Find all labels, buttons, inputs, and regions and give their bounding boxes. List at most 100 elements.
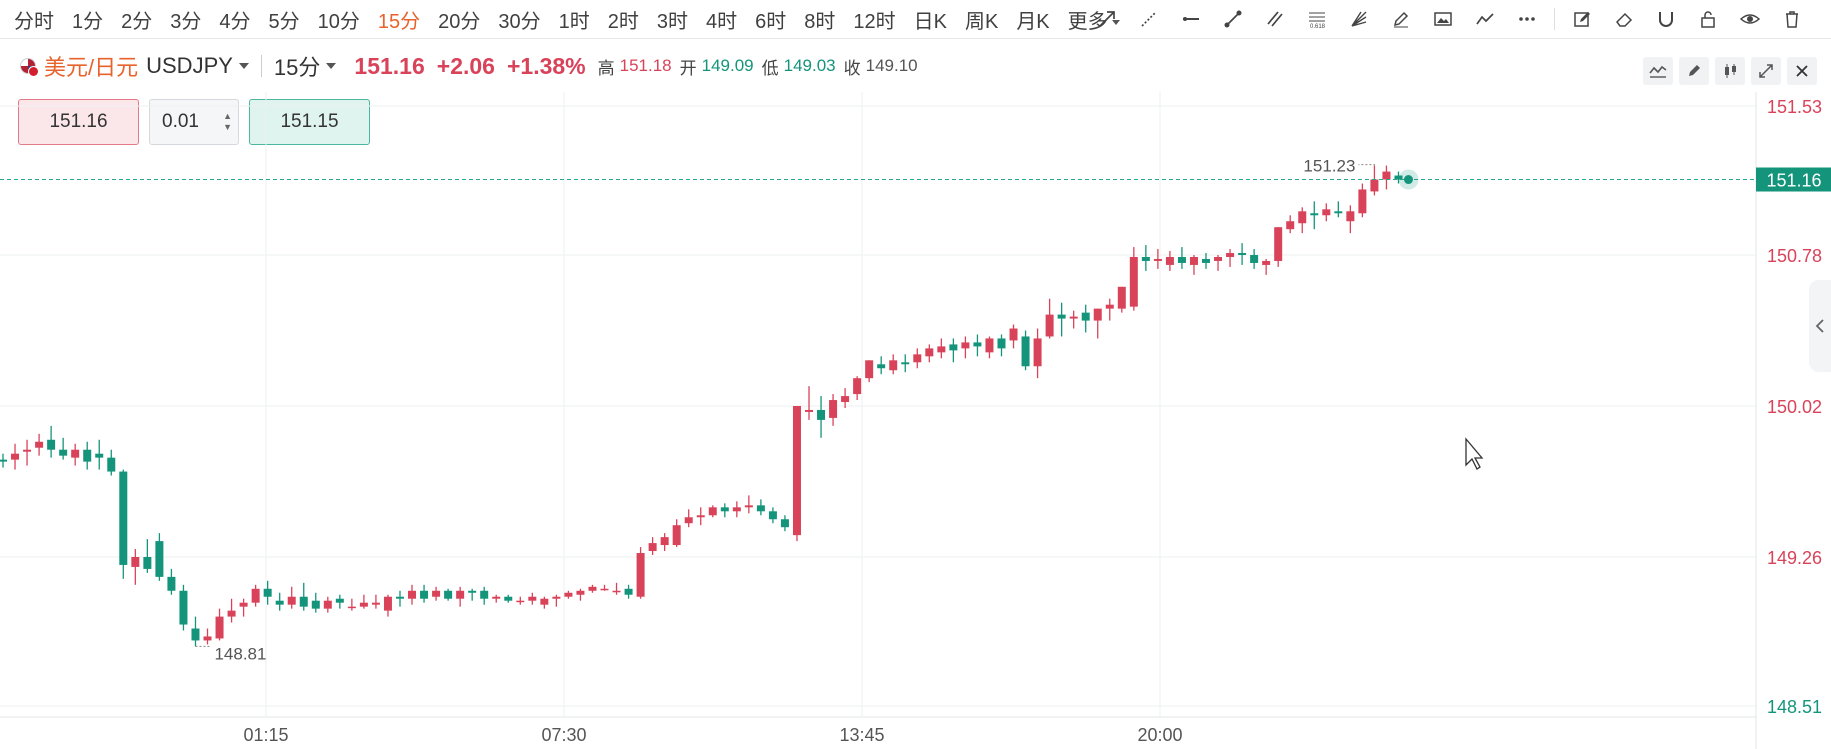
brush-icon[interactable] xyxy=(1380,4,1422,34)
candle-body xyxy=(1069,316,1078,319)
chevron-left-icon[interactable] xyxy=(1815,318,1825,334)
lock-icon[interactable] xyxy=(1687,4,1729,34)
sell-button[interactable]: 151.16 xyxy=(18,99,139,145)
period-tab-4[interactable]: 4分 xyxy=(219,10,251,33)
period-tab-20[interactable]: 更多 xyxy=(1068,5,1120,34)
candle-body xyxy=(1250,255,1259,263)
period-tab-0[interactable]: 分时 xyxy=(14,10,54,33)
candle-body xyxy=(1153,258,1162,261)
period-tab-12[interactable]: 3时 xyxy=(656,10,688,33)
image-icon[interactable] xyxy=(1422,4,1464,34)
mouse-cursor-icon xyxy=(1465,437,1484,470)
current-price-label: 151.16 xyxy=(1766,171,1821,191)
y-tick-label: 150.78 xyxy=(1767,246,1822,266)
segment-icon[interactable] xyxy=(1212,4,1254,34)
period-tab-11[interactable]: 2时 xyxy=(607,10,639,33)
candle-body xyxy=(275,600,284,605)
candle-body xyxy=(588,586,597,591)
candle-body xyxy=(35,441,44,448)
x-tick-label: 20:00 xyxy=(1137,725,1182,745)
candle-body xyxy=(732,507,741,512)
dashed-ray-icon[interactable] xyxy=(1128,4,1170,34)
buy-button[interactable]: 151.15 xyxy=(249,99,370,145)
pencil-icon[interactable] xyxy=(1679,57,1709,85)
max-marker-line xyxy=(1358,164,1375,166)
polyline-icon[interactable] xyxy=(1464,4,1506,34)
period-tab-1[interactable]: 1分 xyxy=(72,10,104,33)
period-tab-19[interactable]: 月K xyxy=(1016,10,1050,33)
candle-body xyxy=(937,346,946,353)
candle-body xyxy=(444,590,453,599)
candle-body xyxy=(359,602,368,607)
period-tab-3[interactable]: 3分 xyxy=(170,10,202,33)
candle-body xyxy=(155,541,164,577)
more-dots-icon[interactable] xyxy=(1506,4,1548,34)
eraser-icon[interactable] xyxy=(1603,4,1645,34)
candle-body xyxy=(1057,314,1066,319)
period-tab-18[interactable]: 周K xyxy=(964,10,999,33)
candle-body xyxy=(179,590,188,625)
candle-body xyxy=(492,596,501,599)
period-tab-7[interactable]: 15分 xyxy=(377,10,421,33)
arrow-icon[interactable] xyxy=(1086,4,1128,34)
candle-body xyxy=(480,590,489,599)
period-tab-13[interactable]: 4时 xyxy=(706,10,738,33)
period-tab-14[interactable]: 6时 xyxy=(755,10,787,33)
candle-body xyxy=(263,588,272,597)
candle-body xyxy=(371,602,380,605)
stepper-arrows-icon[interactable]: ▲ ▼ xyxy=(223,111,232,132)
period-tab-8[interactable]: 20分 xyxy=(438,10,481,33)
candle-style-icon[interactable] xyxy=(1715,57,1745,85)
parallel-line-icon[interactable] xyxy=(1254,4,1296,34)
period-tab-6[interactable]: 10分 xyxy=(317,10,360,33)
candle-body xyxy=(1021,336,1030,367)
period-tab-16[interactable]: 12时 xyxy=(853,10,896,33)
price-change-pct: +1.38% xyxy=(506,52,586,79)
symbol-code[interactable]: USDJPY xyxy=(146,53,233,78)
expand-icon[interactable] xyxy=(1751,57,1781,85)
candle-body xyxy=(1141,256,1150,261)
period-tab-17[interactable]: 日K xyxy=(913,10,947,33)
side-panel-toggle[interactable] xyxy=(1809,280,1831,372)
close-icon[interactable] xyxy=(1787,57,1817,85)
chevron-down-icon[interactable] xyxy=(326,63,337,69)
horizontal-line-icon[interactable] xyxy=(1170,4,1212,34)
period-select[interactable]: 15分 xyxy=(273,55,321,80)
candle-body xyxy=(299,596,308,607)
trash-icon[interactable] xyxy=(1771,4,1813,34)
low-value: 149.03 xyxy=(783,56,836,75)
symbol-name[interactable]: 美元/日元 xyxy=(44,55,139,80)
chevron-down-icon[interactable] xyxy=(238,63,249,69)
candle-body xyxy=(660,537,669,546)
candle-body xyxy=(1226,253,1235,257)
candle-body xyxy=(215,616,224,639)
period-tab-10[interactable]: 1时 xyxy=(558,10,590,33)
period-tab-5[interactable]: 5分 xyxy=(268,10,300,33)
lot-stepper[interactable]: 0.01 ▲ ▼ xyxy=(149,99,239,145)
candle-body xyxy=(768,511,777,520)
eye-icon[interactable] xyxy=(1729,4,1771,34)
magnet-icon[interactable] xyxy=(1645,4,1687,34)
candle-body xyxy=(1310,213,1319,216)
candle-body xyxy=(1274,227,1283,261)
candle-body xyxy=(1322,209,1331,216)
candle-body xyxy=(636,553,645,597)
period-tab-2[interactable]: 2分 xyxy=(121,10,153,33)
candle-body xyxy=(456,590,465,599)
current-price-tag xyxy=(1756,167,1831,192)
candle-body xyxy=(624,588,633,595)
note-icon[interactable] xyxy=(1561,4,1603,34)
candle-body xyxy=(323,600,332,609)
candle-body xyxy=(131,556,140,567)
period-tab-15[interactable]: 8时 xyxy=(804,10,836,33)
candle-body xyxy=(985,338,994,353)
indicator-icon[interactable] xyxy=(1643,57,1673,85)
candle-body xyxy=(792,406,801,536)
lot-value[interactable]: 0.01 xyxy=(162,111,199,132)
fan-icon[interactable] xyxy=(1338,4,1380,34)
period-tab-9[interactable]: 30分 xyxy=(498,10,541,33)
candle-body xyxy=(949,344,958,351)
candle-body xyxy=(1129,256,1138,307)
fibonacci-icon[interactable]: 0.618 xyxy=(1296,4,1338,34)
